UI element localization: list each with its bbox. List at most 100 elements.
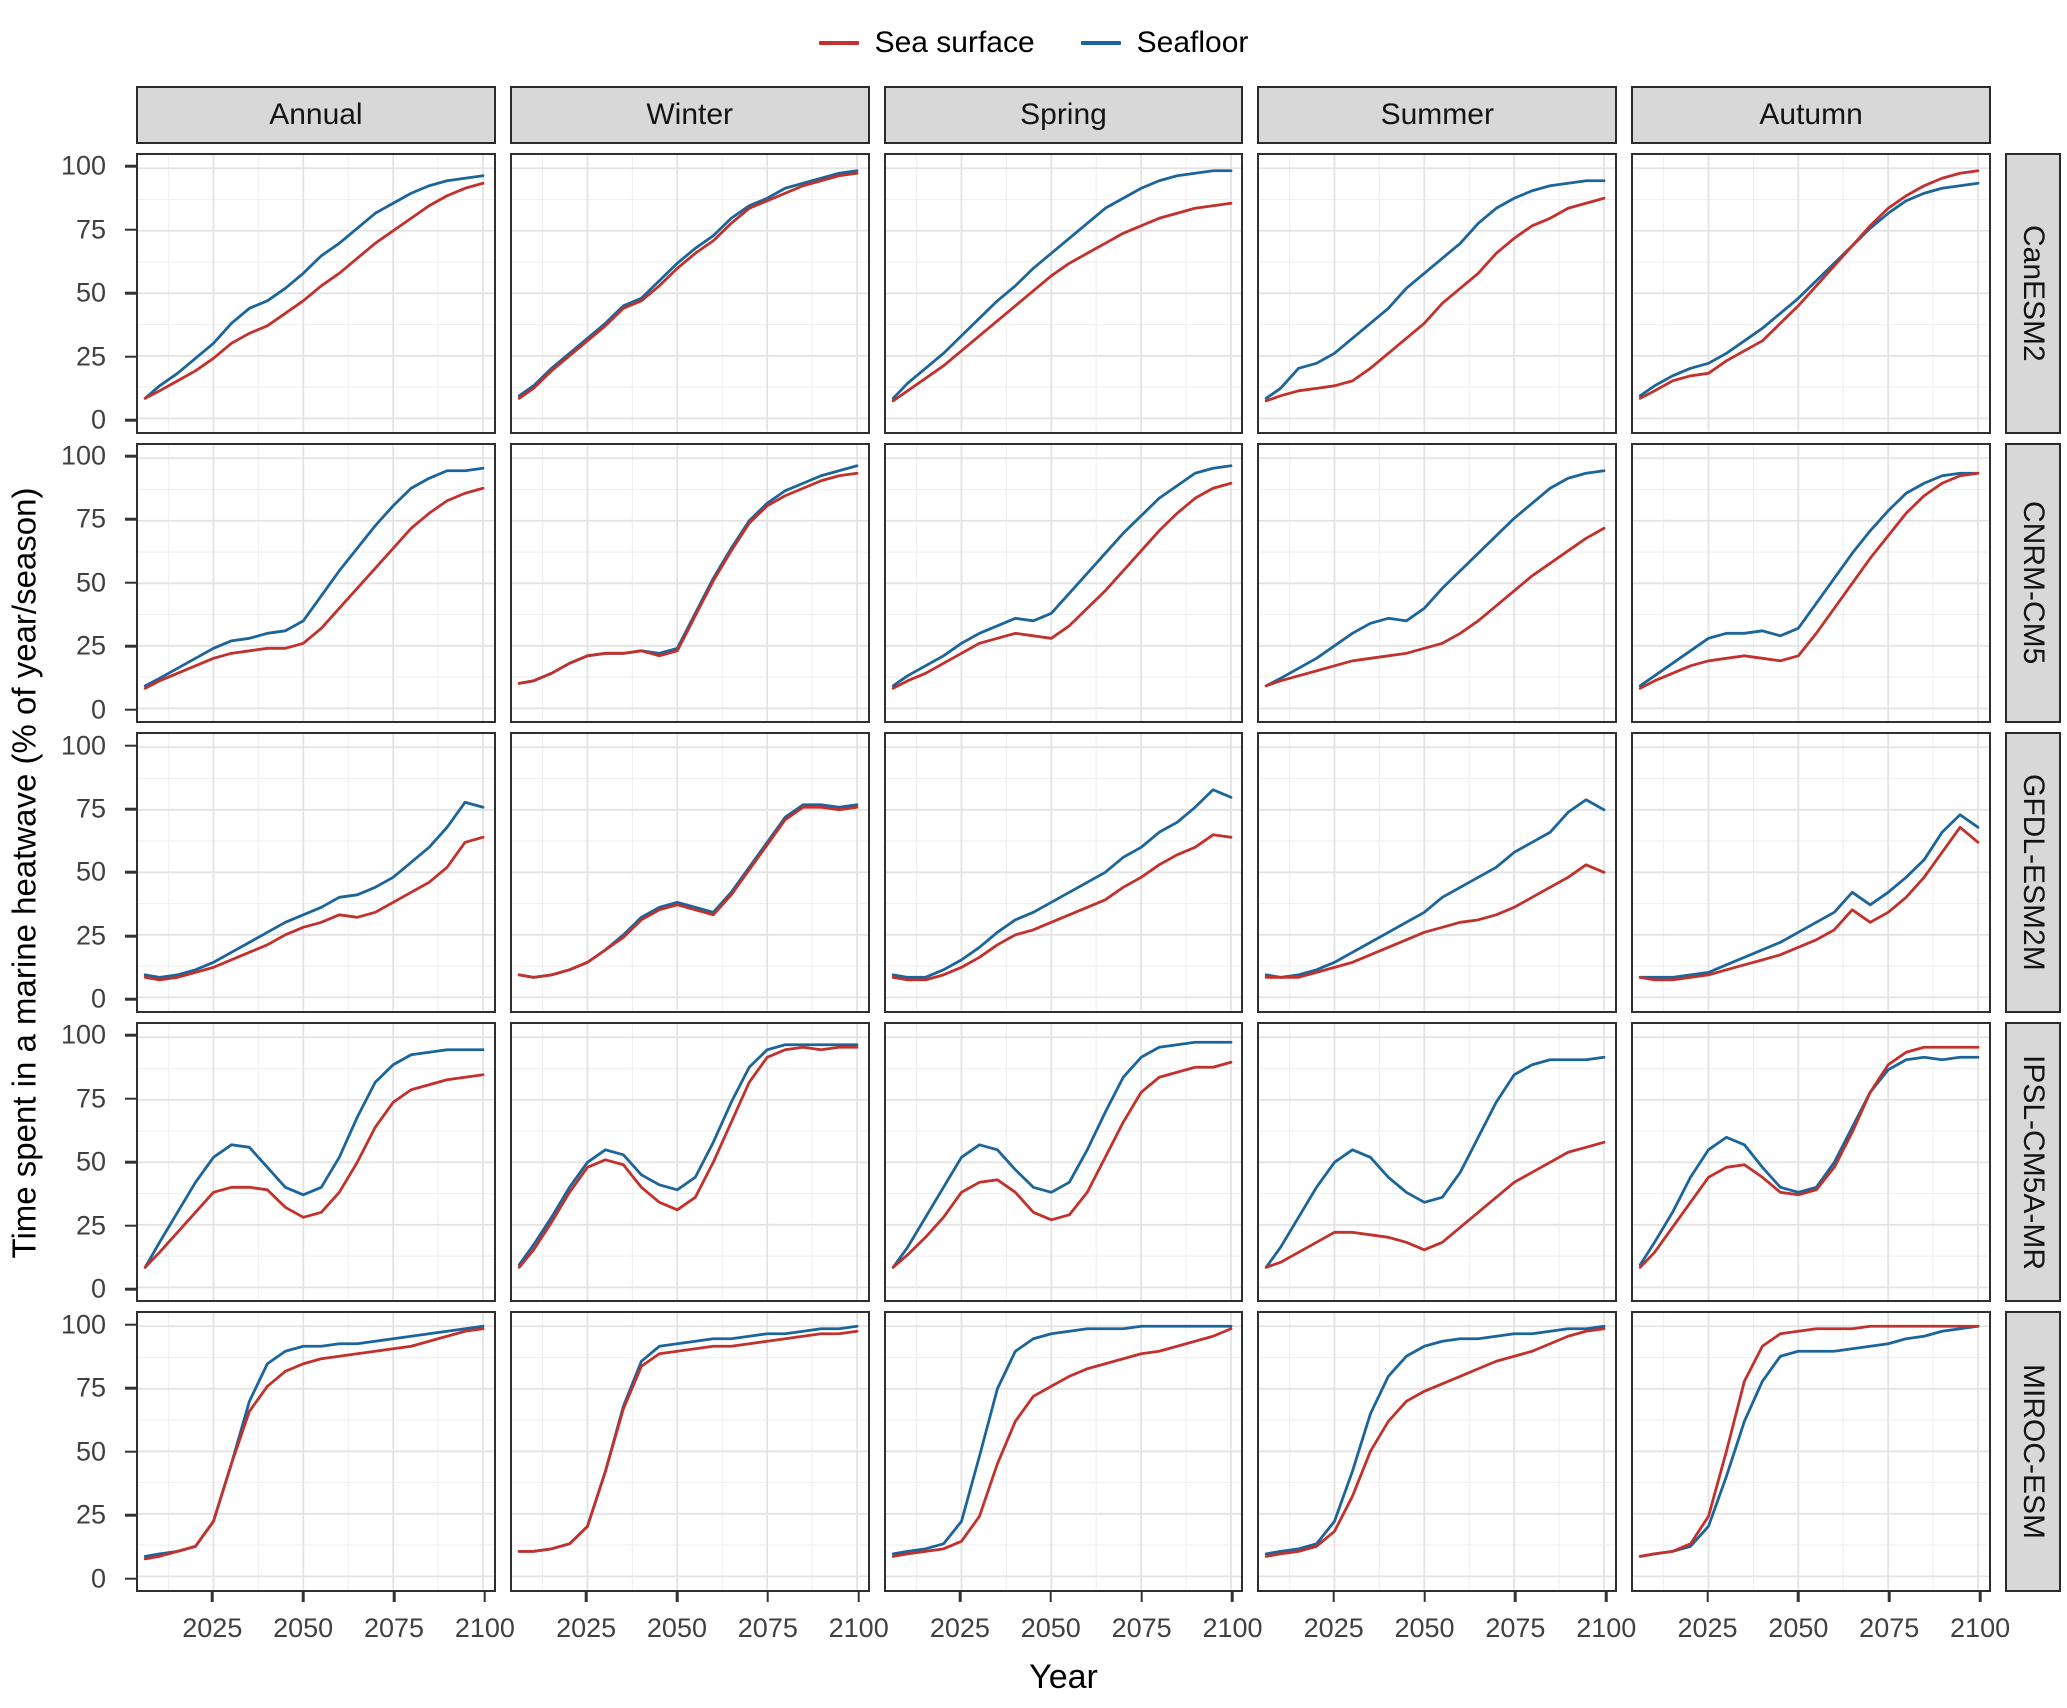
y-tick-label: 100 (60, 150, 106, 181)
x-tick-mark (1049, 1592, 1053, 1602)
x-tick-mark (1332, 1592, 1335, 1602)
seafloor-line (145, 176, 483, 399)
y-tick-label: 100 (60, 1309, 106, 1340)
facet-row-strip-gfdl-esm2m: GFDL-ESM2M (2004, 732, 2061, 1013)
y-tick-mark (125, 1386, 136, 1390)
x-tick-label: 2025 (1303, 1613, 1364, 1643)
sea-surface-line (1640, 171, 1978, 399)
facet-col-strip-annual: Annual (136, 86, 496, 144)
x-tick-label: 2025 (182, 1613, 243, 1643)
panel-ipsl-cm5a-mr-winter (509, 1021, 870, 1303)
x-tick-label: 2100 (828, 1613, 889, 1643)
x-tick-mark (1706, 1592, 1709, 1602)
x-tick-label: 2050 (273, 1613, 334, 1643)
panel-cnrm-cm5-summer (1257, 442, 1618, 724)
x-tick-label: 2050 (646, 1613, 707, 1643)
figure-grid: Time spent in a marine heatwave (% of ye… (0, 86, 2067, 1700)
y-tick-mark (125, 708, 136, 712)
panel-gfdl-esm2m-summer (1257, 732, 1618, 1013)
y-tick-cell-miroc-esm: 0 25 50 75 100 (60, 1309, 136, 1593)
x-tick-mark (1514, 1592, 1517, 1602)
x-tick-cell-spring: 2025 2050 2075 2100 (884, 1592, 1263, 1645)
y-tick-label: 0 (90, 1273, 106, 1304)
y-tick-label: 75 (75, 214, 106, 245)
x-tick-label: 2050 (1768, 1613, 1829, 1643)
y-tick-mark (125, 1513, 136, 1517)
y-tick-label: 75 (75, 503, 106, 534)
panel-miroc-esm-winter (509, 1311, 870, 1592)
panel-canesm2-summer (1257, 153, 1618, 434)
y-tick-label: 50 (75, 856, 106, 887)
y-tick-label: 25 (75, 1499, 106, 1530)
sea-surface-line (893, 483, 1231, 688)
y-tick-mark (125, 165, 136, 168)
panel-gfdl-esm2m-autumn (1631, 732, 1991, 1013)
facet-row-strip-cnrm-cm5: CNRM-CM5 (2004, 442, 2061, 724)
x-tick-mark (766, 1592, 770, 1602)
sea-surface-line (1267, 1329, 1605, 1557)
y-tick-mark (125, 581, 136, 585)
sea-surface-line (893, 1062, 1231, 1267)
y-tick-label: 25 (75, 630, 106, 661)
seafloor-line (1640, 473, 1978, 686)
panel-gfdl-esm2m-annual (136, 732, 496, 1013)
sea-surface-line (1267, 865, 1605, 978)
sea-surface-line (145, 183, 483, 398)
sea-surface-line (519, 173, 857, 398)
y-tick-label: 50 (75, 567, 106, 598)
seafloor-line (1640, 183, 1978, 396)
y-tick-label: 0 (90, 694, 106, 725)
sea-surface-line (1267, 528, 1605, 686)
x-tick-mark (857, 1592, 860, 1602)
panel-cnrm-cm5-winter (509, 442, 870, 724)
panel-ipsl-cm5a-mr-spring (883, 1021, 1244, 1303)
seafloor-line (519, 465, 857, 683)
y-tick-mark (125, 645, 136, 648)
sea-surface-line (1640, 1327, 1978, 1557)
y-tick-label: 75 (75, 1372, 106, 1403)
panel-miroc-esm-spring (883, 1311, 1244, 1592)
x-tick-label: 2100 (454, 1613, 515, 1643)
y-tick-label: 50 (75, 277, 106, 308)
facet-row-strip-ipsl-cm5a-mr: IPSL-CM5A-MR (2004, 1021, 2061, 1303)
panel-miroc-esm-summer (1257, 1311, 1618, 1592)
sea-surface-line (519, 473, 857, 683)
x-tick-mark (1887, 1592, 1891, 1602)
sea-surface-line (1640, 827, 1978, 980)
panel-canesm2-winter (509, 153, 870, 434)
y-tick-label: 100 (60, 730, 106, 761)
x-tick-mark (958, 1592, 962, 1602)
x-tick-mark (1423, 1592, 1426, 1602)
y-tick-label: 75 (75, 793, 106, 824)
y-tick-mark (125, 355, 136, 358)
x-tick-label: 2025 (556, 1613, 617, 1643)
x-tick-label: 2075 (1111, 1613, 1172, 1643)
x-tick-mark (1140, 1592, 1143, 1602)
sea-surface-line (519, 807, 857, 977)
panel-miroc-esm-annual (136, 1311, 496, 1592)
facet-col-strip-winter: Winter (509, 86, 870, 144)
x-tick-mark (1797, 1592, 1800, 1602)
sea-surface-line-key-icon (818, 41, 859, 45)
y-tick-mark (125, 871, 136, 874)
seafloor-line (145, 468, 483, 686)
seafloor-line (519, 1045, 857, 1265)
x-tick-label: 2075 (363, 1613, 425, 1643)
y-tick-mark (125, 1224, 136, 1227)
seafloor-line-key-icon (1080, 41, 1121, 45)
x-tick-label: 2075 (1485, 1613, 1546, 1643)
y-tick-cell-canesm2: 0 25 50 75 100 (60, 150, 136, 435)
x-tick-cell-winter: 2025 2050 2075 2100 (510, 1592, 889, 1645)
sea-surface-line (145, 488, 483, 688)
seafloor-line (1640, 815, 1978, 978)
x-tick-mark (675, 1592, 679, 1602)
legend-label-seafloor: Seafloor (1136, 26, 1249, 59)
panel-cnrm-cm5-annual (136, 442, 496, 724)
y-tick-mark (125, 228, 136, 232)
x-axis-title: Year (1029, 1658, 1098, 1696)
panel-canesm2-annual (136, 153, 496, 434)
x-tick-label: 2100 (1202, 1613, 1263, 1643)
panel-ipsl-cm5a-mr-autumn (1631, 1021, 1991, 1303)
panel-miroc-esm-autumn (1631, 1311, 1991, 1592)
